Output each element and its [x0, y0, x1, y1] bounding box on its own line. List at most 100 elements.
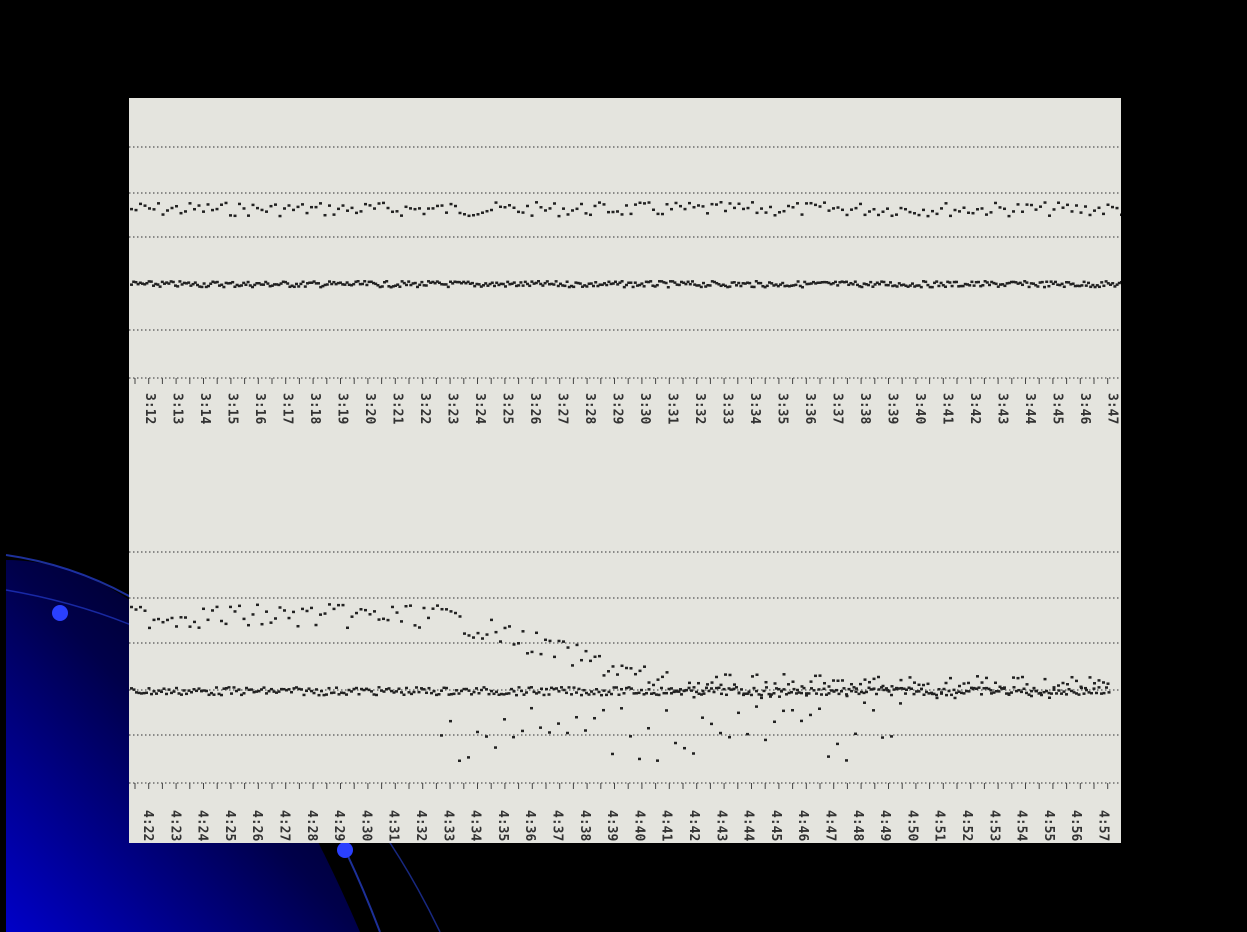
trace-dot: [418, 207, 421, 210]
trace-dot: [420, 687, 423, 690]
trace-dot: [394, 284, 397, 288]
trace-dot: [265, 692, 268, 695]
trace-dot: [532, 282, 536, 285]
trace-dot: [142, 691, 146, 695]
trace-dot: [715, 281, 719, 285]
trace-dot: [130, 687, 133, 690]
trace-dot: [1087, 281, 1090, 285]
trace-dot: [922, 280, 925, 283]
trace-dot: [512, 643, 516, 646]
trace-dot: [614, 280, 617, 284]
time-label: 4:23: [167, 810, 182, 841]
trace-dot: [387, 285, 391, 288]
trace-dot: [988, 283, 991, 287]
time-label: 4:50: [904, 810, 919, 841]
trace-dot: [138, 281, 142, 285]
trace-dot: [814, 674, 817, 678]
trace-dot: [1030, 689, 1033, 693]
trace-dot: [598, 283, 602, 286]
trace-dot: [1082, 280, 1086, 284]
trace-dot: [977, 686, 981, 689]
trace-dot: [1030, 694, 1033, 698]
trace-dot: [548, 731, 551, 734]
trace-dot: [359, 210, 363, 213]
trace-dot: [130, 283, 133, 286]
trace-dot: [1102, 681, 1105, 684]
trace-dot: [886, 688, 889, 692]
trace-dot: [486, 284, 490, 287]
trace-dot: [475, 282, 479, 286]
trace-dot: [809, 282, 813, 285]
trace-dot: [418, 626, 421, 629]
trace-dot: [172, 690, 176, 693]
trace-dot: [385, 687, 388, 691]
trace-dot: [684, 282, 688, 286]
trace-dot: [521, 211, 525, 214]
trace-dot: [755, 689, 758, 693]
trace-dot: [155, 692, 158, 695]
trace-dot: [976, 208, 979, 211]
trace-dot: [860, 285, 864, 289]
trace-dot: [440, 607, 444, 611]
trace-dot: [1043, 677, 1047, 681]
trace-dot: [503, 206, 507, 209]
trace-dot: [487, 692, 491, 696]
trace-dot: [944, 681, 948, 685]
trace-dot: [287, 616, 291, 620]
trace-dot: [1018, 281, 1022, 285]
trace-dot: [266, 282, 270, 285]
trace-dot: [625, 283, 628, 287]
trace-dot: [1079, 685, 1083, 689]
trace-dot: [815, 692, 818, 695]
trace-dot: [792, 687, 796, 691]
trace-dot: [884, 283, 888, 287]
trace-dot: [500, 692, 503, 696]
trace-dot: [791, 206, 795, 209]
trace-dot: [647, 688, 651, 691]
trace-dot: [545, 280, 549, 283]
trace-dot: [490, 618, 493, 622]
trace-dot: [989, 689, 993, 692]
trace-dot: [787, 204, 790, 208]
trace-dot: [970, 280, 974, 284]
trace-dot: [638, 283, 642, 287]
trace-dot: [467, 756, 470, 759]
trace-dot: [508, 204, 511, 207]
trace-dot: [537, 280, 540, 283]
trace-dot: [739, 284, 743, 288]
trace-dot: [688, 282, 692, 286]
trace-dot: [889, 281, 892, 284]
trace-dot: [1070, 210, 1074, 213]
trace-dot: [650, 692, 653, 695]
trace-dot: [834, 280, 837, 284]
trace-dot: [503, 718, 506, 721]
trace-dot: [764, 738, 767, 742]
trace-dot: [520, 689, 523, 693]
trace-dot: [188, 625, 192, 628]
trace-dot: [592, 284, 595, 288]
time-label: 4:49: [877, 810, 892, 841]
trace-dot: [638, 201, 642, 205]
trace-dot: [836, 206, 840, 209]
trace-dot: [301, 280, 305, 284]
trace-dot: [148, 207, 151, 210]
time-label: 3:37: [830, 393, 845, 424]
trace-dot: [952, 688, 956, 692]
trace-dot: [430, 691, 433, 695]
trace-dot: [710, 722, 713, 726]
trace-dot: [187, 689, 191, 692]
trace-dot: [528, 284, 532, 288]
trace-dot: [878, 282, 881, 286]
trace-dot: [763, 285, 767, 289]
trace-dot: [732, 687, 736, 691]
trace-dot: [526, 652, 529, 655]
trace-dot: [1115, 283, 1119, 286]
trace-dot: [224, 622, 228, 626]
trace-dot: [213, 281, 217, 284]
trace-dot: [285, 688, 288, 692]
trace-dot: [752, 686, 756, 690]
trace-dot: [442, 686, 446, 690]
trace-dot: [931, 692, 934, 696]
trace-dot: [830, 689, 833, 692]
trace-dot: [485, 735, 488, 738]
